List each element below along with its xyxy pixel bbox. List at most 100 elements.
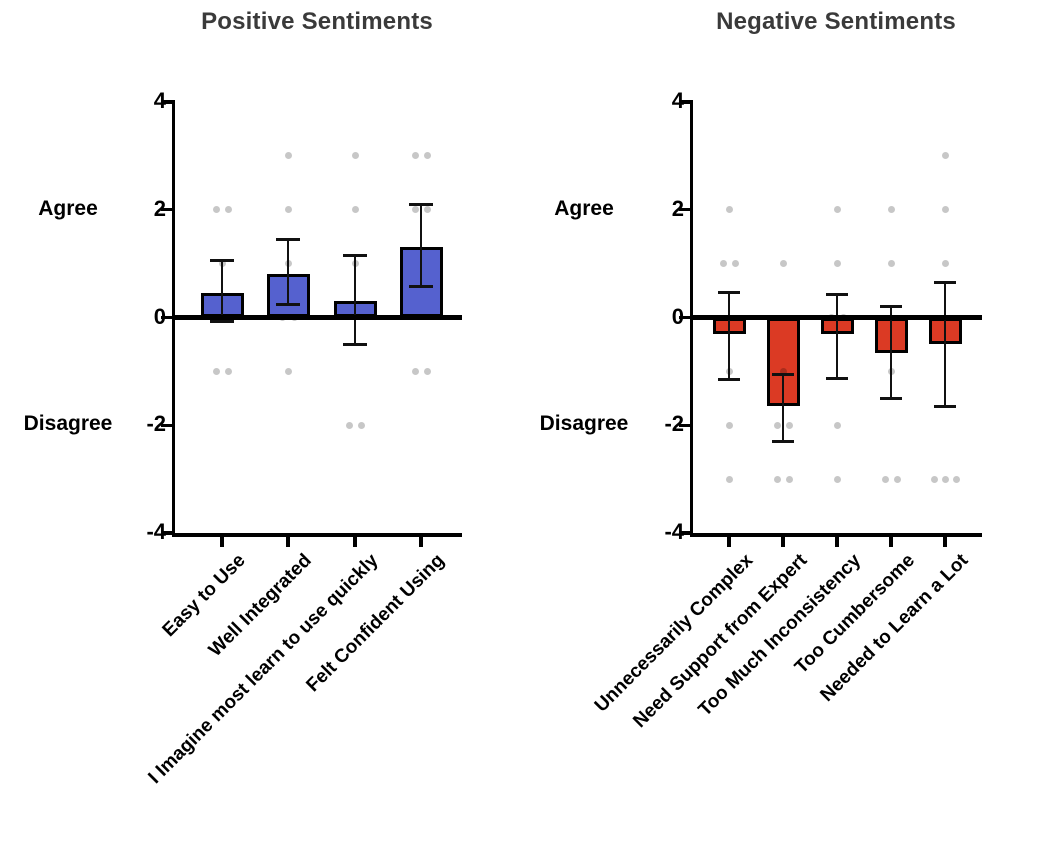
y-tick-label: -4 xyxy=(664,519,684,544)
data-point-dot xyxy=(952,475,960,483)
data-point-dot xyxy=(731,260,739,268)
data-point-dot xyxy=(941,260,949,268)
error-bar-cap xyxy=(409,285,433,289)
error-bar-line xyxy=(220,260,224,322)
y-tick-label: 4 xyxy=(153,88,166,113)
data-point-dot xyxy=(725,421,733,429)
data-point-dot xyxy=(893,475,901,483)
data-point-dot xyxy=(833,421,841,429)
axis-annotation-agree: Agree xyxy=(554,196,614,220)
error-bar-line xyxy=(781,374,785,442)
error-bar-cap xyxy=(409,202,433,206)
data-point-dot xyxy=(212,206,220,214)
error-bar-cap xyxy=(826,376,848,380)
data-point-dot xyxy=(833,260,841,268)
x-axis-tick xyxy=(220,536,224,547)
y-axis-tick xyxy=(161,423,172,427)
x-axis-tick xyxy=(889,536,893,547)
axis-annotation-disagree: Disagree xyxy=(539,412,629,436)
data-point-dot xyxy=(224,206,232,214)
data-point-dot xyxy=(833,206,841,214)
y-axis xyxy=(689,100,693,537)
error-bar-line xyxy=(353,255,357,345)
y-tick-label: -4 xyxy=(146,519,166,544)
y-axis-tick xyxy=(161,100,172,104)
data-point-dot xyxy=(930,475,938,483)
data-point-dot xyxy=(725,206,733,214)
error-bar-cap xyxy=(276,302,300,306)
y-axis xyxy=(171,100,175,537)
chart-title-negative: Negative Sentiments xyxy=(716,8,956,35)
data-point-dot xyxy=(224,367,232,375)
y-axis-tick xyxy=(679,423,690,427)
y-axis-tick xyxy=(679,315,690,320)
y-axis-tick xyxy=(679,531,690,535)
error-bar-cap xyxy=(718,290,740,294)
y-tick-label: 4 xyxy=(671,88,684,113)
error-bar-line xyxy=(889,306,893,399)
x-axis-tick xyxy=(286,536,290,547)
y-axis-tick xyxy=(161,531,172,535)
x-axis-tick xyxy=(781,536,785,547)
data-point-dot xyxy=(887,206,895,214)
error-bar-cap xyxy=(210,259,234,263)
data-point-dot xyxy=(423,367,431,375)
data-point-dot xyxy=(785,421,793,429)
data-point-dot xyxy=(411,152,419,160)
x-axis-tick xyxy=(835,536,839,547)
error-bar-cap xyxy=(880,396,902,400)
data-point-dot xyxy=(941,206,949,214)
error-bar-cap xyxy=(718,377,740,381)
x-axis xyxy=(690,533,982,537)
data-point-dot xyxy=(785,475,793,483)
y-axis-tick xyxy=(161,315,172,320)
axis-annotation-agree: Agree xyxy=(38,196,98,220)
x-axis-tick xyxy=(353,536,357,547)
error-bar-line xyxy=(286,239,290,305)
y-axis-tick xyxy=(679,100,690,104)
data-point-dot xyxy=(284,206,292,214)
error-bar-cap xyxy=(343,342,367,346)
data-point-dot xyxy=(423,206,431,214)
data-point-dot xyxy=(779,367,787,375)
data-point-dot xyxy=(833,475,841,483)
data-point-dot xyxy=(357,421,365,429)
data-point-dot xyxy=(284,367,292,375)
zero-baseline xyxy=(690,315,982,320)
data-point-dot xyxy=(779,260,787,268)
data-point-dot xyxy=(345,421,353,429)
data-point-dot xyxy=(725,475,733,483)
x-axis xyxy=(172,533,462,537)
error-bar-cap xyxy=(934,280,956,284)
data-point-dot xyxy=(941,475,949,483)
error-bar-line xyxy=(419,204,423,287)
data-point-dot xyxy=(423,152,431,160)
error-bar-cap xyxy=(772,372,794,376)
zero-baseline xyxy=(172,315,462,320)
data-point-dot xyxy=(887,260,895,268)
error-bar-cap xyxy=(772,439,794,443)
data-point-dot xyxy=(411,367,419,375)
error-bar-cap xyxy=(343,254,367,258)
error-bar-cap xyxy=(210,320,234,324)
data-point-dot xyxy=(411,206,419,214)
error-bar-cap xyxy=(826,292,848,296)
y-tick-label: 2 xyxy=(671,195,684,221)
error-bar-cap xyxy=(276,237,300,241)
chart-title-positive: Positive Sentiments xyxy=(201,8,433,35)
x-axis-tick xyxy=(943,536,947,547)
error-bar-line xyxy=(835,294,839,379)
x-axis-tick xyxy=(419,536,423,547)
axis-annotation-disagree: Disagree xyxy=(23,412,113,436)
y-axis-tick xyxy=(161,208,172,212)
y-tick-label: -2 xyxy=(146,411,166,437)
data-point-dot xyxy=(773,475,781,483)
y-tick-label: -2 xyxy=(664,411,684,437)
data-point-dot xyxy=(351,152,359,160)
data-point-dot xyxy=(351,206,359,214)
